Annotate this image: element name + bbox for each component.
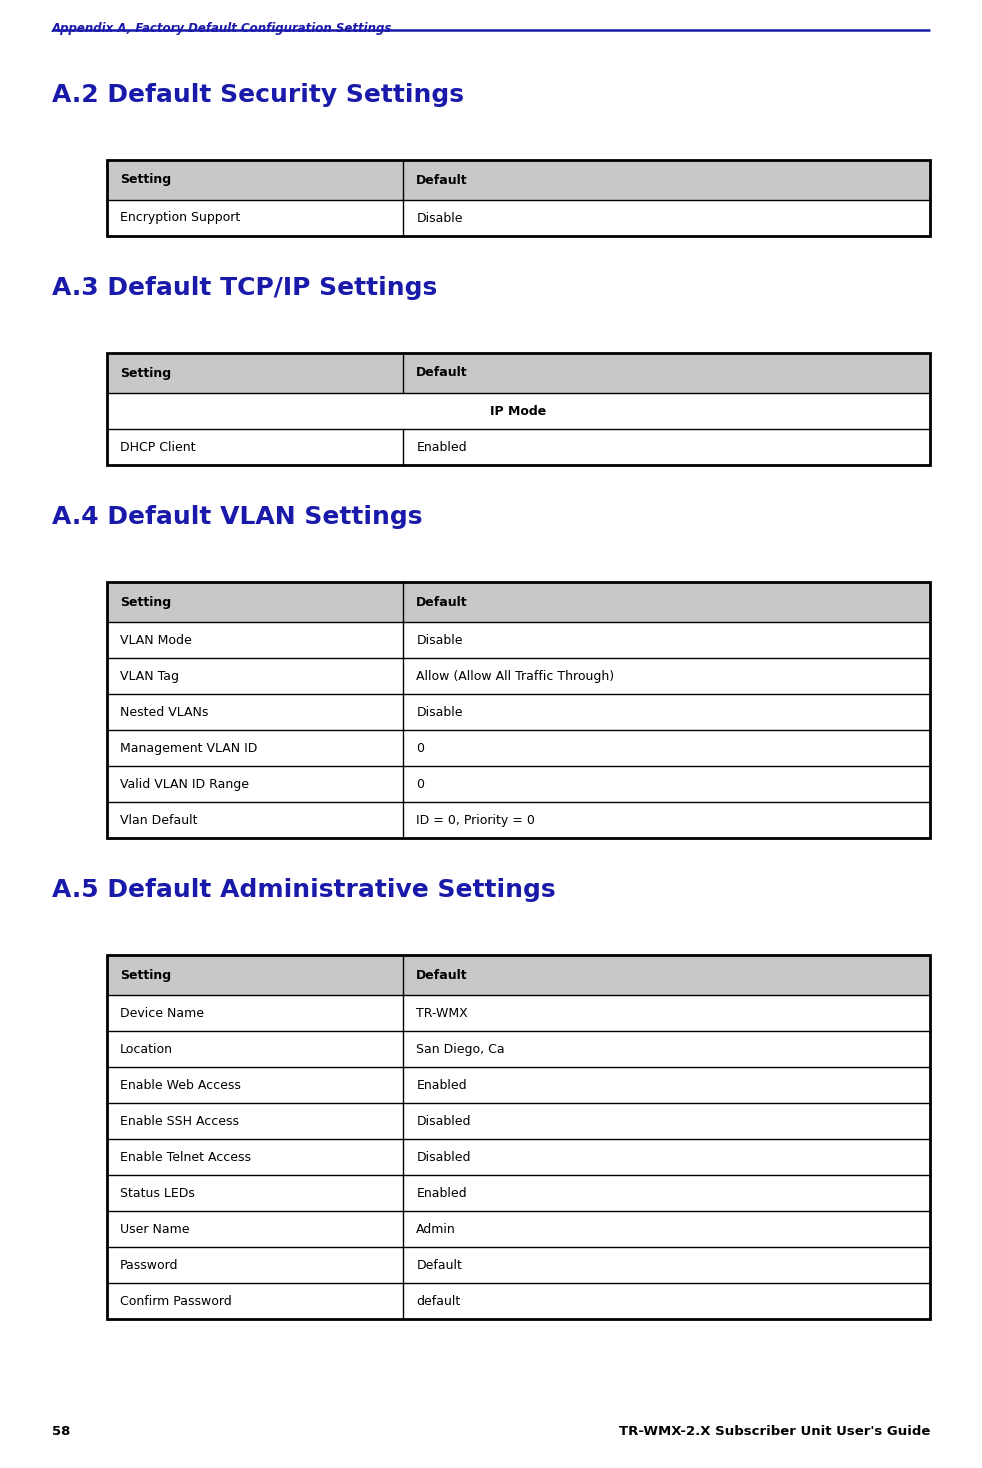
Text: Status LEDs: Status LEDs [120, 1186, 194, 1199]
Text: TR-WMX-2.X Subscriber Unit User's Guide: TR-WMX-2.X Subscriber Unit User's Guide [619, 1425, 930, 1439]
Text: A.5 Default Administrative Settings: A.5 Default Administrative Settings [52, 878, 556, 901]
Text: 58: 58 [52, 1425, 71, 1439]
Text: Appendix A, Factory Default Configuration Settings: Appendix A, Factory Default Configuratio… [52, 22, 393, 35]
Text: Admin: Admin [416, 1223, 456, 1236]
Text: Setting: Setting [120, 173, 171, 186]
Text: TR-WMX: TR-WMX [416, 1007, 468, 1019]
Text: 0: 0 [416, 741, 424, 755]
Bar [107, 581, 930, 622]
Text: Default: Default [416, 173, 467, 186]
Text: default: default [416, 1295, 461, 1308]
Text: DHCP Client: DHCP Client [120, 440, 195, 454]
Text: Nested VLANs: Nested VLANs [120, 706, 208, 718]
Text: User Name: User Name [120, 1223, 190, 1236]
Bar [107, 352, 930, 393]
Text: Allow (Allow All Traffic Through): Allow (Allow All Traffic Through) [416, 669, 615, 683]
Text: Vlan Default: Vlan Default [120, 813, 197, 826]
Text: Enabled: Enabled [416, 1079, 466, 1092]
Text: VLAN Tag: VLAN Tag [120, 669, 179, 683]
Text: Setting: Setting [120, 367, 171, 380]
Text: Valid VLAN ID Range: Valid VLAN ID Range [120, 778, 249, 790]
Text: Disable: Disable [416, 211, 463, 225]
Bar [107, 956, 930, 1320]
Bar [107, 160, 930, 200]
Text: Disable: Disable [416, 706, 463, 718]
Text: Management VLAN ID: Management VLAN ID [120, 741, 257, 755]
Text: ID = 0, Priority = 0: ID = 0, Priority = 0 [416, 813, 535, 826]
Text: 0: 0 [416, 778, 424, 790]
Text: Enabled: Enabled [416, 440, 466, 454]
Bar [107, 956, 930, 1320]
Text: Default: Default [416, 596, 467, 609]
Text: Enable Web Access: Enable Web Access [120, 1079, 241, 1092]
Text: A.3 Default TCP/IP Settings: A.3 Default TCP/IP Settings [52, 276, 437, 299]
Text: San Diego, Ca: San Diego, Ca [416, 1042, 505, 1055]
Text: Enable SSH Access: Enable SSH Access [120, 1114, 239, 1127]
Text: Enabled: Enabled [416, 1186, 466, 1199]
Text: Setting: Setting [120, 969, 171, 982]
Bar [107, 956, 930, 995]
Text: A.2 Default Security Settings: A.2 Default Security Settings [52, 84, 464, 107]
Text: Enable Telnet Access: Enable Telnet Access [120, 1151, 251, 1164]
Text: Password: Password [120, 1258, 179, 1271]
Bar [107, 160, 930, 236]
Text: Default: Default [416, 969, 467, 982]
Text: Default: Default [416, 367, 467, 380]
Text: Device Name: Device Name [120, 1007, 204, 1019]
Text: Disabled: Disabled [416, 1114, 470, 1127]
Text: Location: Location [120, 1042, 173, 1055]
Text: VLAN Mode: VLAN Mode [120, 634, 191, 646]
Bar [107, 581, 930, 838]
Text: Confirm Password: Confirm Password [120, 1295, 232, 1308]
Text: Setting: Setting [120, 596, 171, 609]
Text: Encryption Support: Encryption Support [120, 211, 241, 225]
Text: Disable: Disable [416, 634, 463, 646]
Text: Disabled: Disabled [416, 1151, 470, 1164]
Bar [107, 352, 930, 465]
Text: IP Mode: IP Mode [490, 405, 547, 417]
Text: Default: Default [416, 1258, 463, 1271]
Bar [107, 160, 930, 236]
Bar [107, 581, 930, 838]
Bar [107, 352, 930, 465]
Text: A.4 Default VLAN Settings: A.4 Default VLAN Settings [52, 505, 422, 528]
